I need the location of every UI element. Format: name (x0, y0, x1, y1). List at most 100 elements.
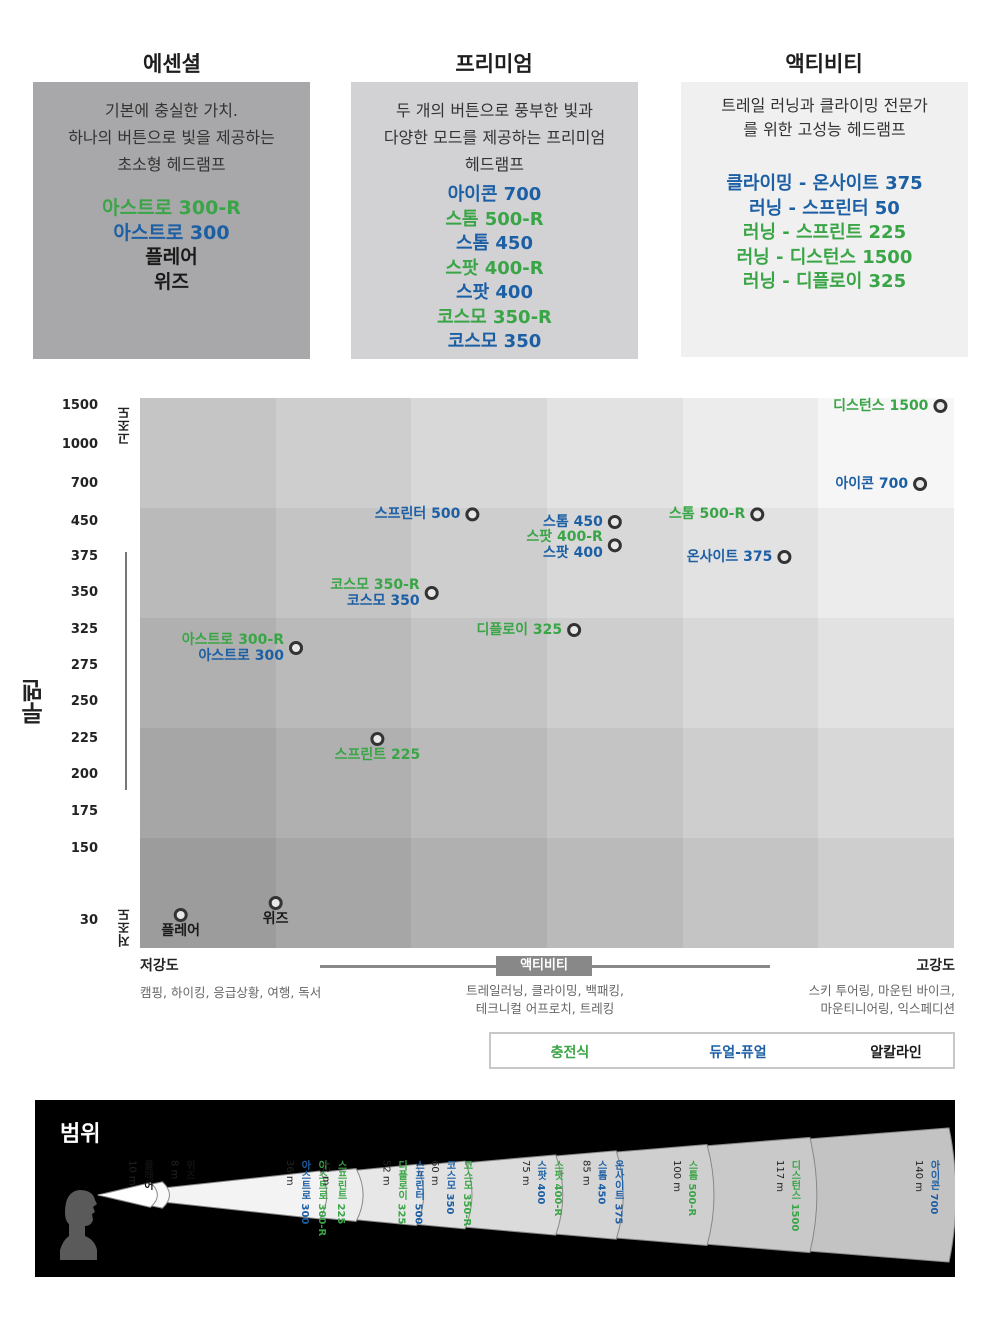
x-left-desc: 캠핑, 하이킹, 응급상황, 여행, 독서 (140, 985, 322, 1000)
chart-grid-cell (276, 618, 411, 728)
category-box: 트레일 러닝과 클라이밍 전문가 를 위한 고성능 헤드램프 클라이밍 - 온사이… (681, 82, 968, 357)
y-axis-bracket-line (125, 552, 127, 790)
chart-grid-cell (140, 728, 276, 838)
range-distance: 8 m (168, 1160, 180, 1180)
chart-grid-cell (140, 398, 276, 508)
range-distance: 52 m (380, 1160, 392, 1186)
range-segment-labels: 아스트로 300-R 아스트로 300 36 m (284, 1160, 329, 1250)
range-distance: 85 m (580, 1160, 592, 1186)
chart-point-label: 코스모 350 (346, 593, 420, 609)
chart-grid-cell (683, 618, 818, 728)
category-product: 러닝 - 디스턴스 1500 (736, 246, 913, 268)
category-product: 플레어 (145, 246, 198, 268)
chart-point-label: 스팟 400-R (526, 529, 603, 546)
y-tick-label: 250 (70, 694, 98, 709)
y-tick-label: 350 (70, 585, 98, 600)
range-distance: 75 m (519, 1160, 531, 1186)
chart-grid-cell (276, 838, 411, 948)
chart-point-label: 스톰 450 (542, 514, 603, 530)
y-tick-label: 325 (70, 622, 98, 637)
category-title: 에센셜 (143, 52, 201, 76)
range-product-name: 코스모 350 (444, 1160, 455, 1215)
range-product-name: 아스트로 300 (298, 1160, 310, 1225)
range-distance: 36 m (283, 1160, 295, 1186)
category-description: 두 개의 버튼으로 풍부한 빛과 다양한 모드를 제공하는 프리미엄 헤드램프 (383, 101, 606, 174)
range-product-name: 플레어 (141, 1160, 153, 1190)
chart-point-marker (465, 507, 480, 522)
category-description: 기본에 충실한 가치. 하나의 버튼으로 빛을 제공하는 초소형 헤드램프 (68, 101, 275, 174)
x-center-desc: 트레일러닝, 클라이밍, 백패킹, 테크니컬 어프로치, 트레킹 (466, 983, 624, 1016)
chart-grid-cell (547, 728, 683, 838)
y-top-label: 고조도 (118, 406, 133, 445)
chart-point-marker (777, 550, 792, 564)
category-product: 러닝 - 디플로이 325 (742, 271, 907, 292)
range-product-name: 스팟 400 (534, 1160, 546, 1205)
range-product-name: 아스트로 300-R (315, 1160, 327, 1237)
category-product: 스톰 450 (456, 233, 533, 254)
category-description: 트레일 러닝과 클라이밍 전문가 를 위한 고성능 헤드램프 (721, 96, 928, 139)
chart-grid-cell (140, 838, 276, 948)
y-axis-title: 루멘 (22, 679, 48, 725)
chart-point-label: 디스턴스 1500 (833, 398, 929, 414)
category-product: 아이콘 700 (447, 184, 542, 205)
head-silhouette-icon (60, 1190, 97, 1260)
chart-grid-cell (411, 728, 547, 838)
y-tick-label: 175 (70, 804, 98, 819)
chart-grid-cell (683, 398, 818, 508)
range-segment-labels: 플레어 10 m (127, 1160, 155, 1250)
legend-item: 듀얼-퓨얼 (709, 1045, 767, 1061)
y-tick-label: 30 (79, 913, 98, 928)
range-product-name: 아이콘 700 (928, 1160, 939, 1215)
chart-point-label: 스톰 500-R (668, 506, 746, 523)
y-tick-label: 700 (70, 476, 98, 491)
chart-point-label: 디플로이 325 (476, 622, 563, 638)
category-product: 러닝 - 스프린터 50 (749, 197, 900, 219)
range-product-name: 스톰 500-R (686, 1160, 697, 1217)
chart-grid-cell (276, 508, 411, 618)
range-segment-labels: 스프린터 500 디플로이 325 52 m (381, 1160, 426, 1250)
chart-point-marker (289, 641, 304, 655)
y-tick-label: 1500 (61, 398, 98, 413)
chart-point-label: 온사이트 375 (686, 549, 773, 565)
chart-point-label: 아스트로 300 (198, 648, 285, 664)
chart-grid-cell (547, 838, 683, 948)
range-segment-labels: 스팟 400-R 스팟 400 75 m (520, 1160, 565, 1250)
chart-point-marker (370, 732, 385, 746)
category-title: 프리미엄 (455, 52, 533, 76)
chart-point-marker (607, 515, 622, 529)
chart-grid-cell (818, 398, 954, 508)
category-product: 아스트로 300-R (102, 197, 241, 219)
range-product-name: 스프린트 225 (335, 1160, 347, 1225)
category-product: 코스모 350-R (437, 306, 552, 328)
chart-grid-cell (276, 398, 411, 508)
chart-point-marker (913, 477, 928, 491)
category-product: 스팟 400-R (445, 257, 544, 279)
range-product-name: 스프린터 500 (412, 1160, 424, 1225)
range-product-name: 스팟 400-R (551, 1160, 563, 1217)
x-activity-tag: 액티비티 (496, 956, 592, 976)
chart-point-marker (567, 623, 582, 637)
chart-point-label: 위즈 (262, 911, 289, 927)
chart-point-label: 아이콘 700 (835, 476, 909, 492)
category-product: 스팟 400 (456, 282, 533, 303)
y-tick-label: 275 (70, 658, 98, 673)
range-distance: 100 m (671, 1160, 682, 1193)
chart-point-label: 아스트로 300-R (181, 632, 285, 648)
y-tick-label: 225 (70, 731, 98, 746)
range-segment-labels: 디스턴스 1500 117 m (774, 1160, 802, 1250)
range-beam-segment (97, 1170, 328, 1220)
x-left-label: 저강도 (140, 958, 179, 974)
x-right-desc: 스키 투어링, 마운틴 바이크, 마운티니어링, 익스페디션 (808, 983, 955, 1016)
chart-point-label: 스프린트 225 (334, 747, 421, 763)
y-tick-label: 1000 (61, 437, 98, 452)
category-product-list: 아스트로 300-R 아스트로 300 플레어 위즈 (33, 196, 310, 294)
range-segment-labels: 스톰 500-R 100 m (671, 1160, 699, 1250)
category-product: 러닝 - 스프린트 225 (742, 222, 907, 243)
category-product-list: 클라이밍 - 온사이트 375 러닝 - 스프린터 50 러닝 - 스프린트 225… (681, 172, 968, 295)
y-tick-label: 200 (70, 767, 98, 782)
range-distance: 140 m (913, 1160, 924, 1193)
category-product: 스톰 500-R (445, 208, 544, 230)
